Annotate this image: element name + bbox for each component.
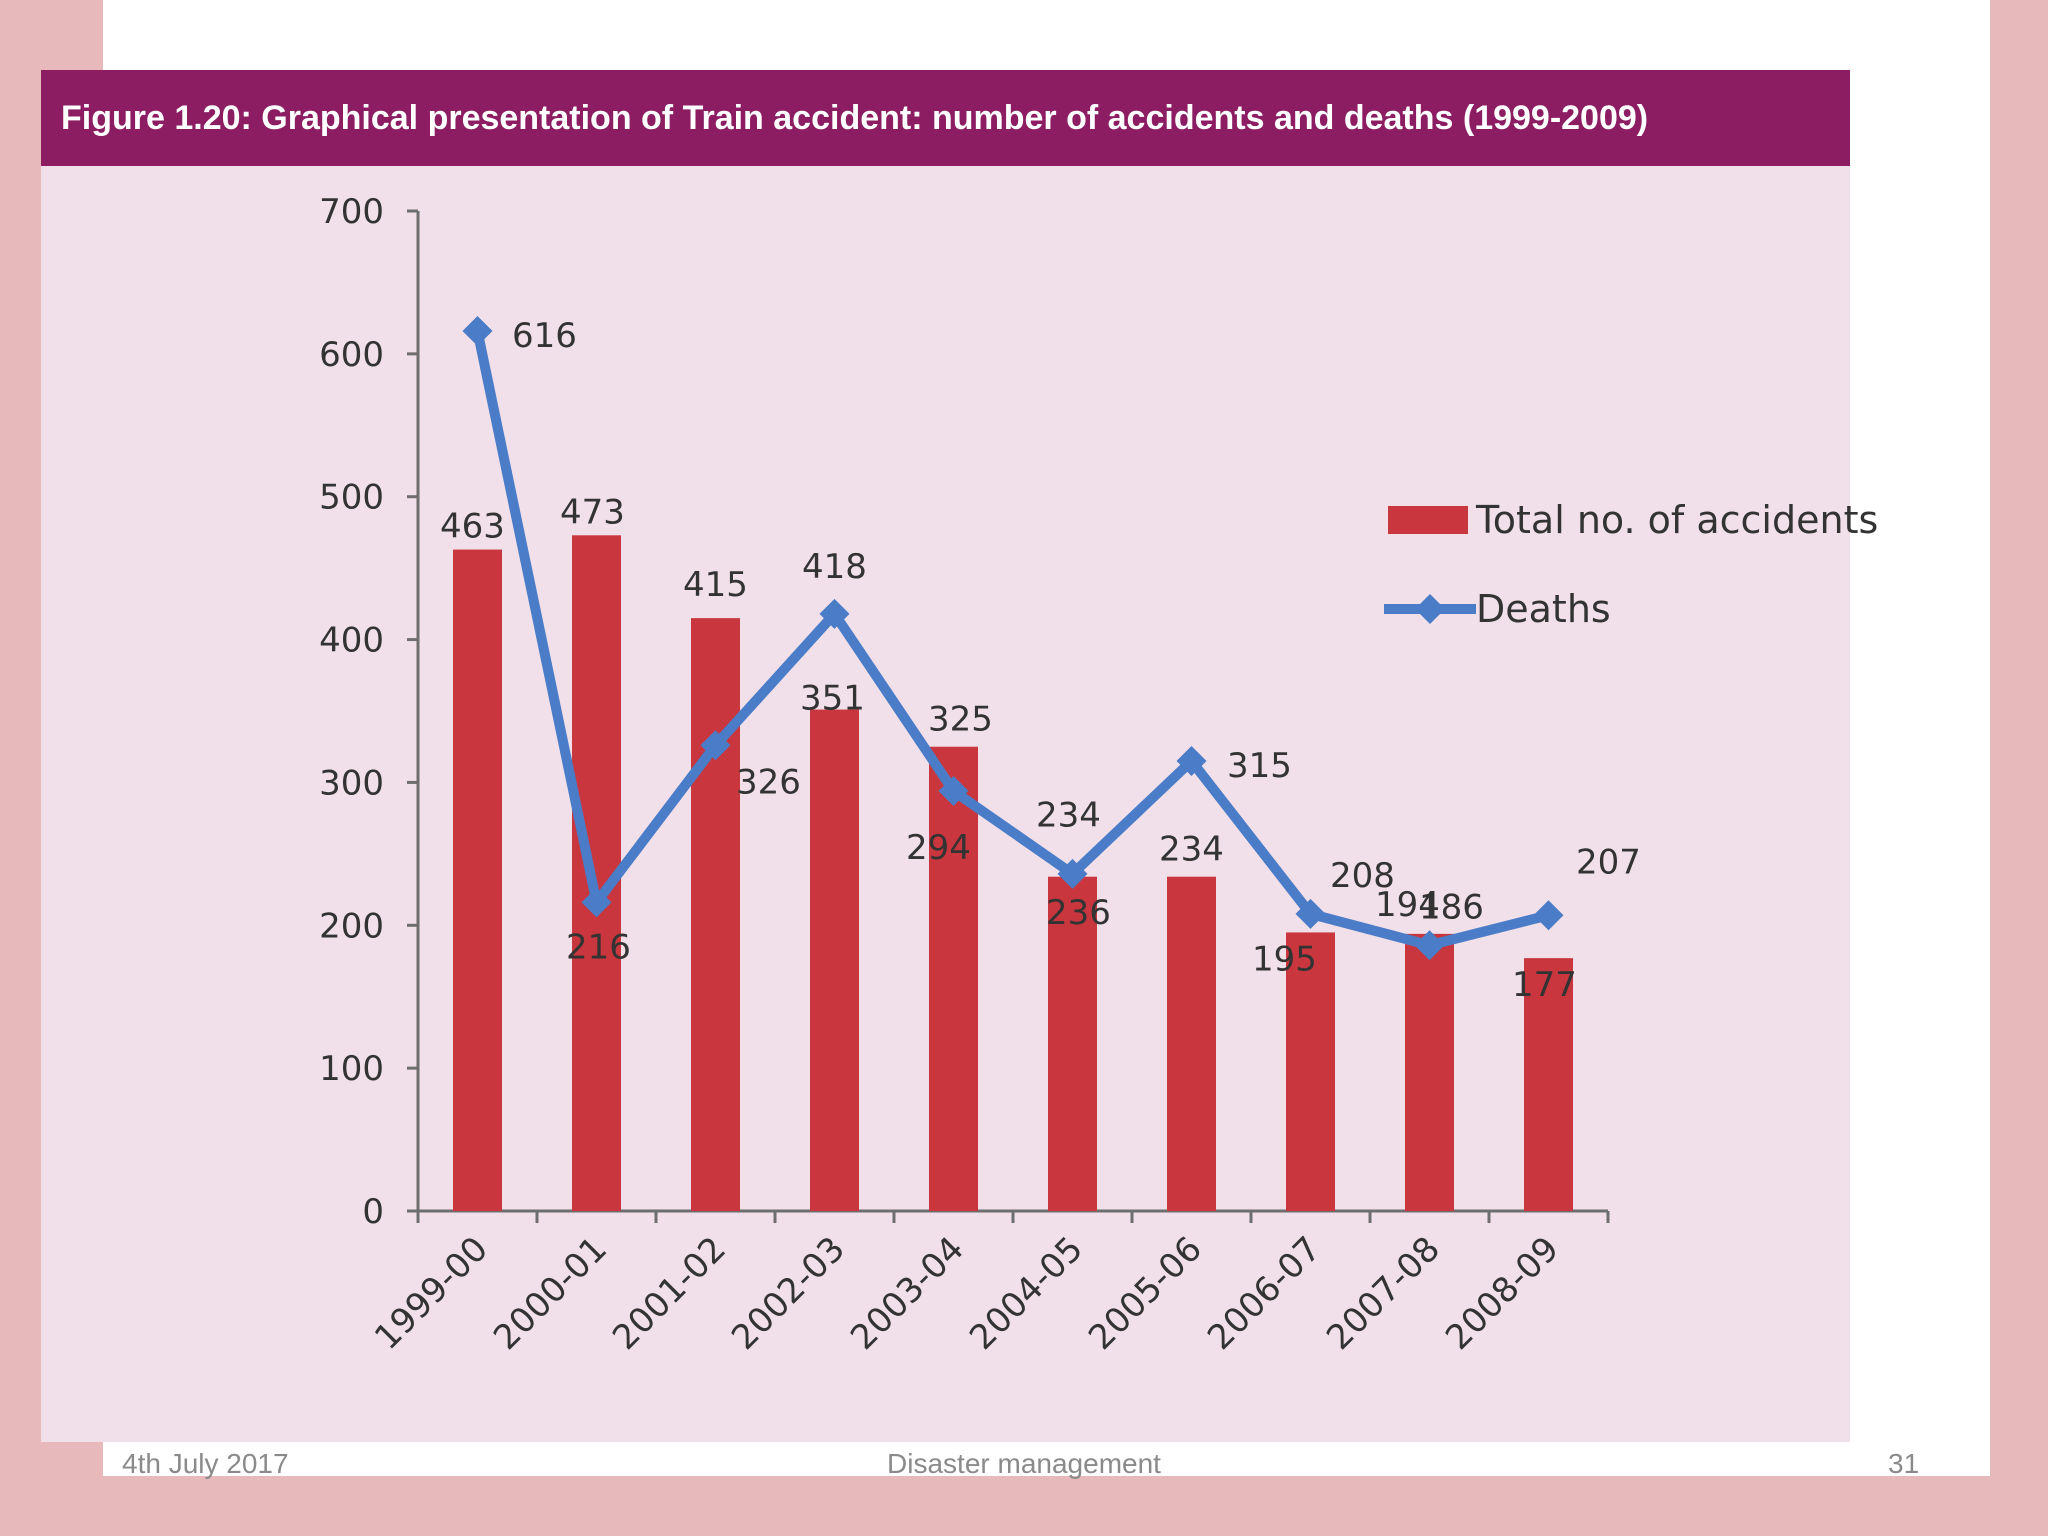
bar	[1524, 958, 1573, 1211]
y-axis: 0 100 200 300 400 500 600 700	[319, 192, 420, 1232]
line-series-deaths	[462, 316, 1564, 961]
bar-series-accidents	[453, 535, 1573, 1211]
deaths-marker	[700, 730, 731, 761]
deaths-line	[472, 326, 1554, 951]
line-data-label: 616	[512, 316, 577, 356]
deaths-marker	[1176, 746, 1207, 776]
bar-data-label: 463	[440, 507, 505, 547]
x-tick-label: 2006-07	[1200, 1229, 1329, 1358]
bar	[810, 709, 859, 1211]
line-data-label: 418	[802, 547, 867, 587]
bar-data-label: 415	[683, 565, 748, 605]
deaths-marker	[819, 598, 850, 629]
legend: Total no. of accidents Deaths	[1384, 498, 1878, 631]
bar-data-label: 177	[1512, 965, 1577, 1005]
bar-data-label: 473	[560, 492, 625, 532]
bar-data-label: 195	[1252, 939, 1317, 979]
x-tick-label: 2004-05	[962, 1229, 1091, 1358]
line-data-label: 326	[736, 762, 801, 802]
line-data-label: 186	[1419, 887, 1484, 927]
bar-data-labels: 463 473 415 351 325 234 234 195 194 177	[440, 492, 1577, 1005]
x-tick-label: 2003-04	[843, 1229, 972, 1358]
bar	[691, 618, 740, 1211]
x-tick-label: 2001-02	[605, 1229, 734, 1358]
y-tick-label: 100	[319, 1049, 384, 1089]
deaths-marker	[1295, 898, 1326, 929]
y-tick-label: 700	[319, 192, 384, 232]
y-tick-label: 300	[319, 763, 384, 803]
bar	[929, 746, 978, 1211]
bar-data-label: 194	[1375, 885, 1440, 925]
y-tick-label: 200	[319, 906, 384, 946]
bar-data-label: 234	[1036, 796, 1101, 836]
deaths-marker	[581, 887, 612, 918]
legend-swatch-accidents	[1388, 506, 1468, 534]
deaths-marker	[462, 316, 493, 346]
bar-data-label: 234	[1159, 830, 1224, 870]
x-tick-label: 2007-08	[1319, 1229, 1448, 1358]
line-data-label: 315	[1227, 746, 1292, 786]
deaths-marker	[1057, 858, 1088, 889]
line-data-label: 207	[1576, 842, 1641, 882]
line-data-label: 216	[566, 927, 631, 967]
legend-marker-deaths	[1415, 594, 1445, 624]
bar-data-label: 325	[928, 700, 993, 740]
bar	[1167, 876, 1216, 1211]
footer-title: Disaster management	[887, 1448, 1161, 1479]
y-tick-label: 500	[319, 478, 384, 518]
bar	[1405, 933, 1454, 1211]
line-data-label: 208	[1330, 856, 1395, 896]
line-data-label: 294	[906, 828, 971, 868]
deaths-marker	[1414, 930, 1445, 961]
bar	[1286, 932, 1335, 1211]
line-data-label: 236	[1046, 893, 1111, 933]
bar	[453, 549, 502, 1211]
bar	[1048, 876, 1097, 1211]
y-tick-label: 400	[319, 621, 384, 661]
figure-title: Figure 1.20: Graphical presentation of T…	[41, 70, 1850, 166]
line-data-labels: 616 216 326 418 294 236 315 208 186 207	[512, 316, 1641, 967]
legend-label-deaths: Deaths	[1476, 587, 1611, 631]
y-tick-label: 600	[319, 335, 384, 375]
x-tick-label: 2005-06	[1081, 1229, 1210, 1358]
page-number: 31	[1888, 1448, 1920, 1479]
x-axis: 1999-002000-012001-022002-032003-042004-…	[367, 1209, 1610, 1358]
deaths-marker	[938, 776, 969, 806]
x-tick-label: 2000-01	[486, 1229, 615, 1358]
x-tick-label: 2008-09	[1438, 1229, 1567, 1358]
x-tick-label: 2002-03	[724, 1229, 853, 1358]
y-tick-label: 0	[362, 1192, 384, 1232]
deaths-marker	[1533, 900, 1564, 931]
x-tick-label: 1999-00	[367, 1229, 496, 1358]
bar-data-label: 351	[800, 679, 865, 719]
footer-date: 4th July 2017	[122, 1448, 289, 1479]
legend-label-accidents: Total no. of accidents	[1475, 498, 1878, 542]
